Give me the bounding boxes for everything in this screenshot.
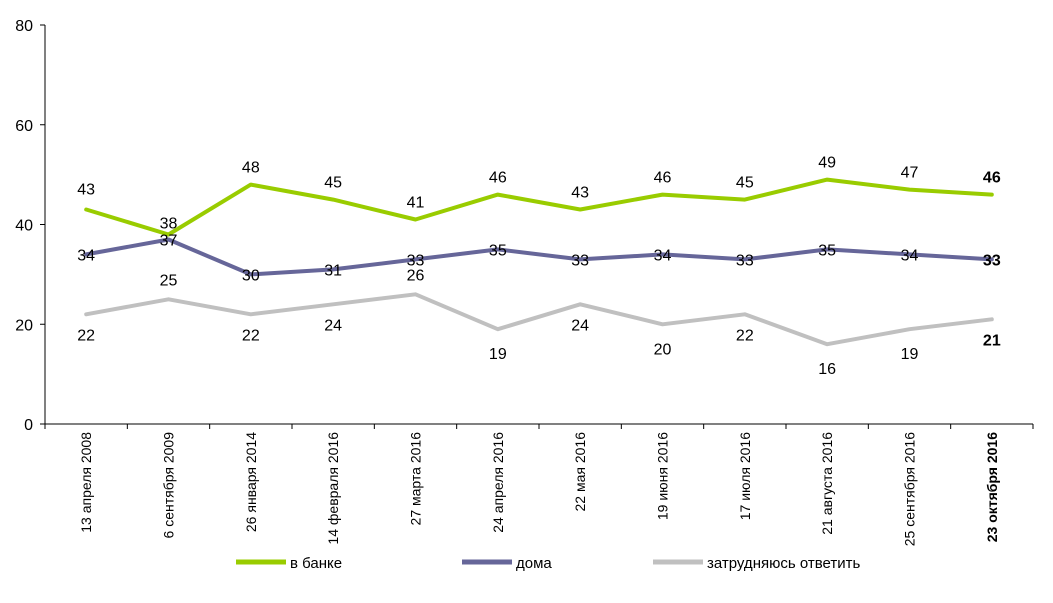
data-label: 16 [818,361,836,378]
data-label: 43 [77,182,95,199]
data-label: 35 [818,242,836,259]
data-label: 26 [407,267,425,284]
data-label: 22 [242,327,260,344]
data-label: 41 [407,195,425,212]
series-line [84,237,994,277]
data-label: 22 [736,327,754,344]
data-label: 30 [242,267,260,284]
y-tick-label: 80 [15,18,33,35]
x-tick-label: 23 октября 2016 [984,432,1000,542]
x-tick-label: 24 апреля 2016 [490,432,506,533]
x-tick-label: 25 сентября 2016 [902,432,918,546]
series-line [84,177,994,237]
x-tick-label: 27 марта 2016 [408,432,424,526]
data-label: 21 [983,332,1001,349]
data-label: 24 [324,317,342,334]
y-tick-label: 40 [15,218,33,235]
data-label: 20 [654,341,672,358]
data-label: 46 [654,170,672,187]
legend-label: затрудняюсь ответить [707,555,860,572]
x-tick-label: 22 мая 2016 [572,432,588,512]
data-label: 47 [901,165,919,182]
data-label: 34 [77,247,95,264]
data-label: 19 [901,346,919,363]
data-label: 37 [160,232,178,249]
legend-label: в банке [290,555,342,572]
legend-label: дома [516,555,552,572]
data-label: 19 [489,346,507,363]
chart-series-lines [84,177,994,347]
data-label: 46 [489,170,507,187]
data-label: 31 [324,262,342,279]
data-label: 22 [77,327,95,344]
x-tick-label: 17 июля 2016 [737,432,753,520]
data-label: 33 [407,252,425,269]
x-tick-label: 26 января 2014 [243,432,259,532]
data-label: 49 [818,155,836,172]
data-label: 25 [160,272,178,289]
chart-legend: в банке дома затрудняюсь ответить [236,555,860,572]
chart-data-labels: 43 38 48 45 41 46 43 46 45 49 47 46 34 37 30 31 33 35 33 34… [77,155,1001,379]
data-label: 33 [983,252,1001,269]
data-label: 43 [571,185,589,202]
data-label: 35 [489,242,507,259]
data-label: 46 [983,170,1001,187]
data-label: 34 [654,247,672,264]
data-label: 45 [324,175,342,192]
series-line [84,292,994,347]
data-label: 34 [901,247,919,264]
x-tick-label: 6 сентября 2009 [161,432,177,539]
x-tick-label: 19 июня 2016 [655,432,671,520]
chart-axes: 0 20 40 60 80 13 апреля 2008 6 сентября 2009 26… [15,18,1034,546]
data-label: 45 [736,175,754,192]
data-label: 24 [571,317,589,334]
data-label: 38 [160,215,178,232]
data-label: 48 [242,160,260,177]
y-tick-label: 60 [15,118,33,135]
x-tick-label: 13 апреля 2008 [78,432,94,533]
data-label: 33 [571,252,589,269]
y-tick-label: 0 [24,417,33,434]
data-label: 33 [736,252,754,269]
x-tick-label: 14 февраля 2016 [325,432,341,545]
y-tick-label: 20 [15,317,33,334]
x-tick-label: 21 августа 2016 [819,432,835,535]
